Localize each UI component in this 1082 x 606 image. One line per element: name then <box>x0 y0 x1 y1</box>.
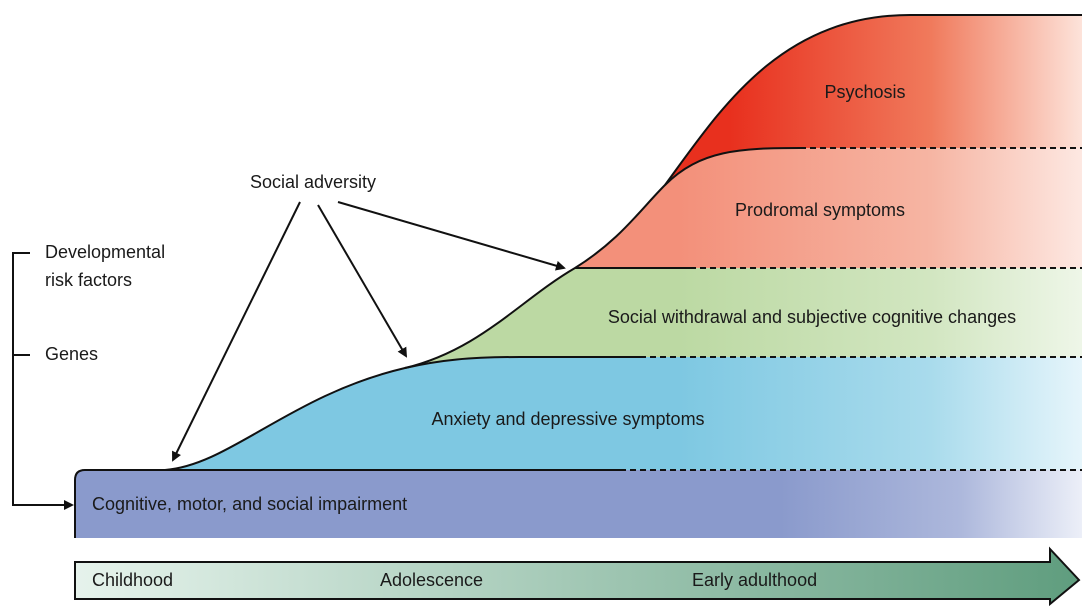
prodromal-line <box>664 147 801 186</box>
annotation: Social adversity <box>250 172 376 192</box>
layer-label: Prodromal symptoms <box>735 200 905 220</box>
layer-label: Anxiety and depressive symptoms <box>431 409 704 429</box>
annotation: Genes <box>45 344 98 364</box>
layer-label: Social withdrawal and subjective cogniti… <box>608 307 1016 327</box>
timeline-arrow <box>74 546 1081 606</box>
impairment-area <box>75 470 1082 538</box>
arrow <box>337 201 566 271</box>
layer-label: Psychosis <box>824 82 905 102</box>
anxiety-line <box>404 356 640 369</box>
bracket <box>12 252 74 510</box>
annotation: risk factors <box>45 270 132 290</box>
timeline-label: Childhood <box>92 570 173 590</box>
timeline-label: Early adulthood <box>692 570 817 590</box>
annotation: Developmental <box>45 242 165 262</box>
envelope-line <box>74 14 1082 538</box>
layer-label: Cognitive, motor, and social impairment <box>92 494 407 514</box>
arrow <box>172 201 301 462</box>
arrow <box>317 204 408 358</box>
timeline-label: Adolescence <box>380 570 483 590</box>
